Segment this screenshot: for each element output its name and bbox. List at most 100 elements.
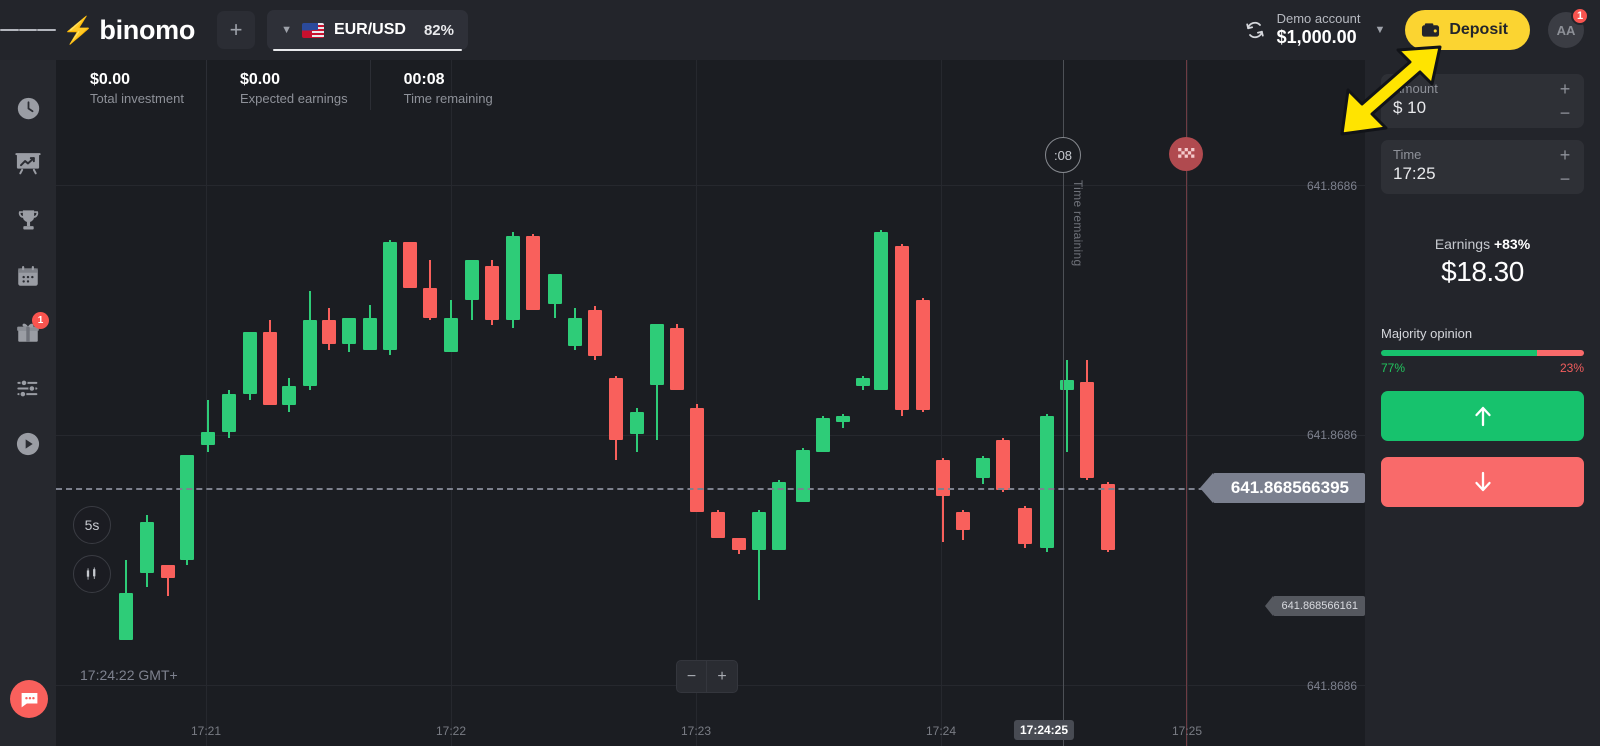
deposit-button[interactable]: Deposit <box>1405 10 1530 50</box>
candle-body <box>303 320 317 386</box>
time-tick: 17:21 <box>190 724 222 738</box>
sidebar-item-tutorial[interactable] <box>8 424 48 464</box>
stat-value: $0.00 <box>239 71 280 89</box>
candle-body <box>444 318 458 352</box>
trade-panel: Amount $ 10 + − Time 17:25 + − Earnings … <box>1365 60 1600 746</box>
earnings-amount: $18.30 <box>1441 256 1524 287</box>
time-increase-button[interactable]: + <box>1559 144 1571 165</box>
grid-line-vertical <box>451 60 452 746</box>
sidebar-item-calendar[interactable] <box>8 256 48 296</box>
sidebar-item-gifts[interactable]: 1 <box>8 312 49 352</box>
price-chart[interactable]: $0.00 Total investment $0.00 Expected ea… <box>56 60 1365 746</box>
grid-line-horizontal <box>56 435 1365 436</box>
opinion-down-percent: 23% <box>1559 361 1584 375</box>
hamburger-menu-icon[interactable] <box>0 0 57 60</box>
candle-body <box>609 378 623 440</box>
chat-bubble-icon[interactable] <box>10 680 48 718</box>
chevron-down-icon[interactable]: ▼ <box>281 24 292 36</box>
sidebar-item-clock[interactable] <box>8 88 48 128</box>
buy-up-button[interactable] <box>1381 391 1584 441</box>
earnings-label: Earnings <box>1434 236 1491 252</box>
sidebar-item-tournaments[interactable] <box>8 200 48 240</box>
stat-expected-earnings: $0.00 Expected earnings <box>205 60 370 110</box>
axis-price-label: 641.8686 <box>1306 679 1357 693</box>
candle-body <box>996 440 1010 490</box>
chart-presentation-icon <box>15 153 41 175</box>
earnings-row: Earnings +83% <box>1381 236 1584 252</box>
gift-badge: 1 <box>32 312 49 329</box>
deal-timer-badge: :08 <box>1045 137 1081 173</box>
time-tick: 17:24 <box>925 724 957 738</box>
calendar-icon <box>18 266 38 286</box>
stat-value: $0.00 <box>90 71 131 89</box>
candle-wick <box>167 565 169 596</box>
candle-body <box>568 318 582 346</box>
candle-body <box>752 512 766 550</box>
caret-down-icon[interactable]: ▼ <box>1374 24 1386 36</box>
wallet-icon <box>1422 23 1440 37</box>
candle-body <box>506 236 520 320</box>
amount-increase-button[interactable]: + <box>1559 78 1571 99</box>
plus-icon: + <box>229 17 243 42</box>
candle-body <box>895 246 909 410</box>
play-icon <box>16 432 40 456</box>
deposit-label: Deposit <box>1449 21 1508 38</box>
majority-opinion-values: 77% 23% <box>1381 361 1584 375</box>
zoom-out-button[interactable]: − <box>676 660 707 693</box>
binomo-logo[interactable]: ⚡ binomo <box>62 15 195 46</box>
time-decrease-button[interactable]: − <box>1559 168 1571 189</box>
arrow-up-icon <box>1474 406 1491 427</box>
candle-body <box>976 458 990 478</box>
time-tick: 17:23 <box>680 724 712 738</box>
amount-decrease-button[interactable]: − <box>1559 102 1571 123</box>
grid-line-horizontal <box>56 185 1365 186</box>
asset-tab-eurusd[interactable]: ▼ EUR/USD 82% <box>267 10 468 51</box>
candle-wick <box>758 510 760 600</box>
account-selector[interactable]: Demo account $1,000.00 <box>1277 11 1361 48</box>
sidebar-item-settings[interactable] <box>8 368 48 408</box>
earnings-block: Earnings +83% $18.30 <box>1381 236 1584 288</box>
candle-body <box>322 320 336 344</box>
candle-body <box>383 242 397 350</box>
buy-down-button[interactable] <box>1381 457 1584 507</box>
sidebar-item-chart[interactable] <box>8 144 48 184</box>
candle-body <box>874 232 888 390</box>
logo-text: binomo <box>99 14 196 45</box>
grid-line-vertical <box>696 60 697 746</box>
candle-body <box>243 332 257 394</box>
current-price-tag: 641.868566395 <box>1199 473 1365 503</box>
candle-wick <box>1066 360 1068 452</box>
candle-body <box>222 394 236 432</box>
timeframe-button[interactable]: 5s <box>73 506 111 544</box>
candle-body <box>1060 380 1074 390</box>
candle-body <box>956 512 970 530</box>
left-sidebar: 1 <box>0 60 56 746</box>
sliders-icon <box>16 378 37 398</box>
header-right-group: Demo account $1,000.00 ▼ Deposit AA 1 <box>1243 7 1600 50</box>
asset-name-label: EUR/USD <box>333 21 406 38</box>
candle-body <box>836 416 850 422</box>
clock-icon <box>17 97 39 119</box>
zoom-in-button[interactable]: + <box>707 660 738 693</box>
candle-body <box>363 318 377 350</box>
candle-body <box>263 332 277 405</box>
logo-lightning-icon: ⚡ <box>62 15 95 45</box>
stat-time-remaining: 00:08 Time remaining <box>369 60 515 110</box>
candle-body <box>161 565 175 578</box>
opinion-up-percent: 77% <box>1381 361 1406 375</box>
time-field[interactable]: Time 17:25 + − <box>1381 140 1584 194</box>
amount-field[interactable]: Amount $ 10 + − <box>1381 74 1584 128</box>
candle-body <box>201 432 215 445</box>
secondary-price-tag: 641.868566161 <box>1264 596 1365 616</box>
chat-icon <box>21 692 37 707</box>
stat-label: Time remaining <box>403 90 493 106</box>
checkered-flag-icon <box>1169 137 1203 171</box>
add-asset-button[interactable]: + <box>217 11 256 49</box>
candle-body <box>342 318 356 344</box>
refresh-icon[interactable] <box>1243 18 1267 42</box>
chart-type-button[interactable] <box>73 555 111 593</box>
user-avatar-button[interactable]: AA 1 <box>1548 7 1589 48</box>
candle-body <box>485 266 499 320</box>
candle-body <box>588 310 602 356</box>
